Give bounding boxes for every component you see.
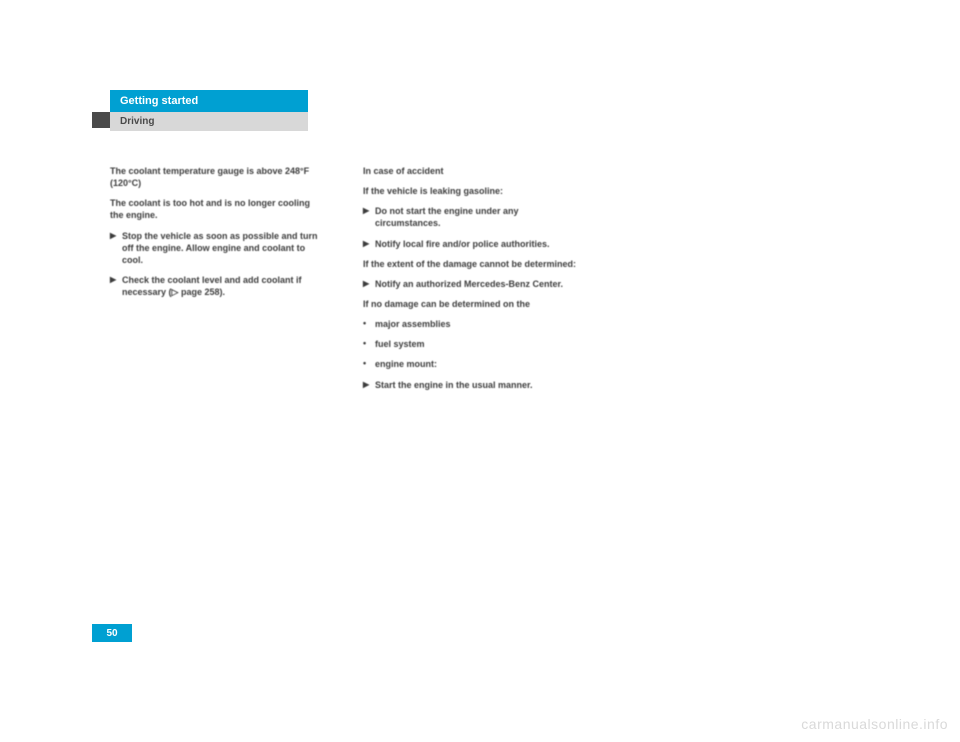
triangle-icon: ▶ bbox=[363, 205, 375, 229]
bullet-text: Do not start the engine under any circum… bbox=[375, 205, 578, 229]
watermark: carmanualsonline.info bbox=[801, 716, 948, 732]
section-marker bbox=[92, 112, 110, 128]
bullet-icon: • bbox=[363, 338, 375, 350]
bullet-icon: • bbox=[363, 318, 375, 330]
page-content: Getting started Driving The coolant temp… bbox=[110, 90, 840, 399]
col2-para2: If the extent of the damage cannot be de… bbox=[363, 258, 578, 270]
col2-para3: If no damage can be determined on the bbox=[363, 298, 578, 310]
bullet-text: Notify an authorized Mercedes-Benz Cente… bbox=[375, 278, 578, 290]
column-2: In case of accident If the vehicle is le… bbox=[363, 165, 578, 399]
col2-para: If the vehicle is leaking gasoline: bbox=[363, 185, 578, 197]
bullet-text: fuel system bbox=[375, 338, 578, 350]
body-columns: The coolant temperature gauge is above 2… bbox=[110, 165, 840, 399]
triangle-icon: ▶ bbox=[363, 379, 375, 391]
list-item: ▶ Do not start the engine under any circ… bbox=[363, 205, 578, 229]
bullet-text: engine mount: bbox=[375, 358, 578, 370]
col2-heading: In case of accident bbox=[363, 165, 578, 177]
subsection-header: Driving bbox=[110, 112, 308, 131]
list-item: ▶ Notify local fire and/or police author… bbox=[363, 238, 578, 250]
section-header: Getting started bbox=[110, 90, 308, 112]
list-item: ▶ Check the coolant level and add coolan… bbox=[110, 274, 325, 298]
page-number-text: 50 bbox=[106, 628, 117, 639]
bullet-text: Start the engine in the usual manner. bbox=[375, 379, 578, 391]
list-item: ▶ Stop the vehicle as soon as possible a… bbox=[110, 230, 325, 266]
triangle-icon: ▶ bbox=[110, 230, 122, 266]
bullet-text: Stop the vehicle as soon as possible and… bbox=[122, 230, 325, 266]
bullet-text: Check the coolant level and add coolant … bbox=[122, 274, 325, 298]
col1-heading: The coolant temperature gauge is above 2… bbox=[110, 165, 325, 189]
section-title: Getting started bbox=[120, 95, 198, 107]
list-item: ▶ Notify an authorized Mercedes-Benz Cen… bbox=[363, 278, 578, 290]
bullet-icon: • bbox=[363, 358, 375, 370]
triangle-icon: ▶ bbox=[363, 278, 375, 290]
bullet-text: Notify local fire and/or police authorit… bbox=[375, 238, 578, 250]
column-1: The coolant temperature gauge is above 2… bbox=[110, 165, 325, 399]
bullet-text: major assemblies bbox=[375, 318, 578, 330]
list-item: • major assemblies bbox=[363, 318, 578, 330]
triangle-icon: ▶ bbox=[363, 238, 375, 250]
list-item: • engine mount: bbox=[363, 358, 578, 370]
subsection-title: Driving bbox=[120, 116, 154, 127]
triangle-icon: ▶ bbox=[110, 274, 122, 298]
list-item: • fuel system bbox=[363, 338, 578, 350]
page-number: 50 bbox=[92, 624, 132, 642]
list-item: ▶ Start the engine in the usual manner. bbox=[363, 379, 578, 391]
col1-para: The coolant is too hot and is no longer … bbox=[110, 197, 325, 221]
